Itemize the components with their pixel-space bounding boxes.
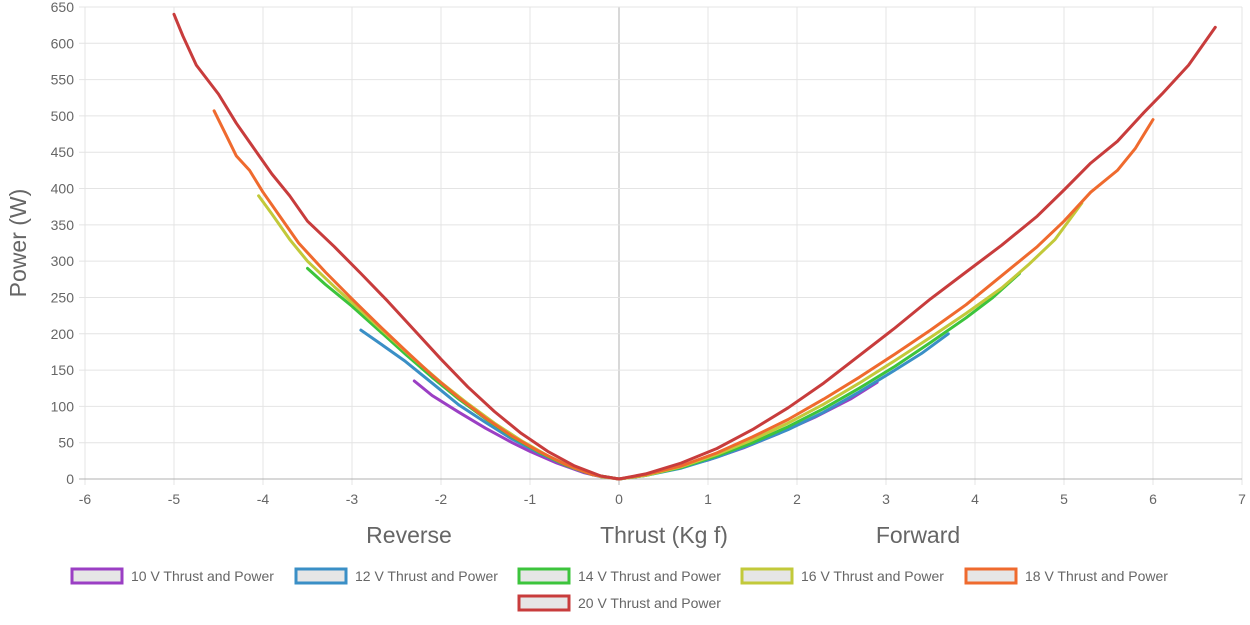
series-line-5 bbox=[212, 109, 1155, 481]
legend-swatch bbox=[517, 567, 571, 585]
x-tick-label: 7 bbox=[1238, 491, 1246, 507]
legend-item-1[interactable]: 10 V Thrust and Power bbox=[70, 567, 274, 585]
legend-swatch bbox=[964, 567, 1018, 585]
x-axis-title-left: Reverse bbox=[366, 522, 452, 548]
y-tick-label: 0 bbox=[66, 471, 74, 487]
y-tick-label: 650 bbox=[51, 0, 75, 15]
y-tick-label: 100 bbox=[51, 398, 75, 414]
y-tick-label: 200 bbox=[51, 326, 75, 342]
legend-label: 10 V Thrust and Power bbox=[131, 568, 274, 584]
legend-item-6[interactable]: 20 V Thrust and Power bbox=[517, 594, 721, 612]
y-tick-label: 300 bbox=[51, 253, 75, 269]
legend: 10 V Thrust and Power 12 V Thrust and Pow… bbox=[70, 567, 1168, 612]
legend-swatch bbox=[70, 567, 124, 585]
legend-item-5[interactable]: 18 V Thrust and Power bbox=[964, 567, 1168, 585]
legend-swatch bbox=[517, 594, 571, 612]
x-tick-label: 0 bbox=[615, 491, 623, 507]
series-lines bbox=[172, 12, 1217, 481]
x-tick-label: 4 bbox=[971, 491, 979, 507]
legend-label: 12 V Thrust and Power bbox=[355, 568, 498, 584]
legend-label: 20 V Thrust and Power bbox=[578, 595, 721, 611]
y-tick-label: 150 bbox=[51, 362, 75, 378]
legend-item-4[interactable]: 16 V Thrust and Power bbox=[740, 567, 944, 585]
y-tick-label: 350 bbox=[51, 217, 75, 233]
x-tick-label: 6 bbox=[1149, 491, 1157, 507]
series-line-6 bbox=[172, 12, 1217, 481]
legend-swatch bbox=[740, 567, 794, 585]
y-tick-label: 500 bbox=[51, 108, 75, 124]
legend-swatch bbox=[294, 567, 348, 585]
x-axis-title-right: Forward bbox=[876, 522, 960, 548]
grid bbox=[79, 6, 1243, 485]
y-tick-label: 50 bbox=[58, 435, 74, 451]
x-tick-label: -5 bbox=[168, 491, 181, 507]
legend-label: 16 V Thrust and Power bbox=[801, 568, 944, 584]
y-tick-label: 450 bbox=[51, 144, 75, 160]
x-tick-label: -6 bbox=[79, 491, 92, 507]
y-tick-label: 600 bbox=[51, 35, 75, 51]
y-axis-title: Power (W) bbox=[5, 189, 31, 298]
y-tick-label: 250 bbox=[51, 289, 75, 305]
y-tick-label: 400 bbox=[51, 181, 75, 197]
x-tick-label: 3 bbox=[882, 491, 890, 507]
legend-label: 14 V Thrust and Power bbox=[578, 568, 721, 584]
x-tick-label: 2 bbox=[793, 491, 801, 507]
x-axis-title: Thrust (Kg f) bbox=[600, 522, 728, 548]
series-line-4 bbox=[257, 194, 1084, 481]
y-tick-label: 550 bbox=[51, 72, 75, 88]
x-tick-label: -4 bbox=[257, 491, 270, 507]
x-tick-label: -1 bbox=[524, 491, 537, 507]
legend-item-3[interactable]: 14 V Thrust and Power bbox=[517, 567, 721, 585]
series-line-3 bbox=[306, 266, 1021, 481]
legend-label: 18 V Thrust and Power bbox=[1025, 568, 1168, 584]
x-tick-label: 5 bbox=[1060, 491, 1068, 507]
legend-item-2[interactable]: 12 V Thrust and Power bbox=[294, 567, 498, 585]
x-tick-label: -2 bbox=[435, 491, 448, 507]
tick-labels: -6 -5 -4 -3 -2 -1 0 1 2 3 4 5 6 7 0 50 100 150 200 250 300 35… bbox=[51, 0, 1246, 507]
x-tick-label: 1 bbox=[704, 491, 712, 507]
x-tick-label: -3 bbox=[346, 491, 359, 507]
